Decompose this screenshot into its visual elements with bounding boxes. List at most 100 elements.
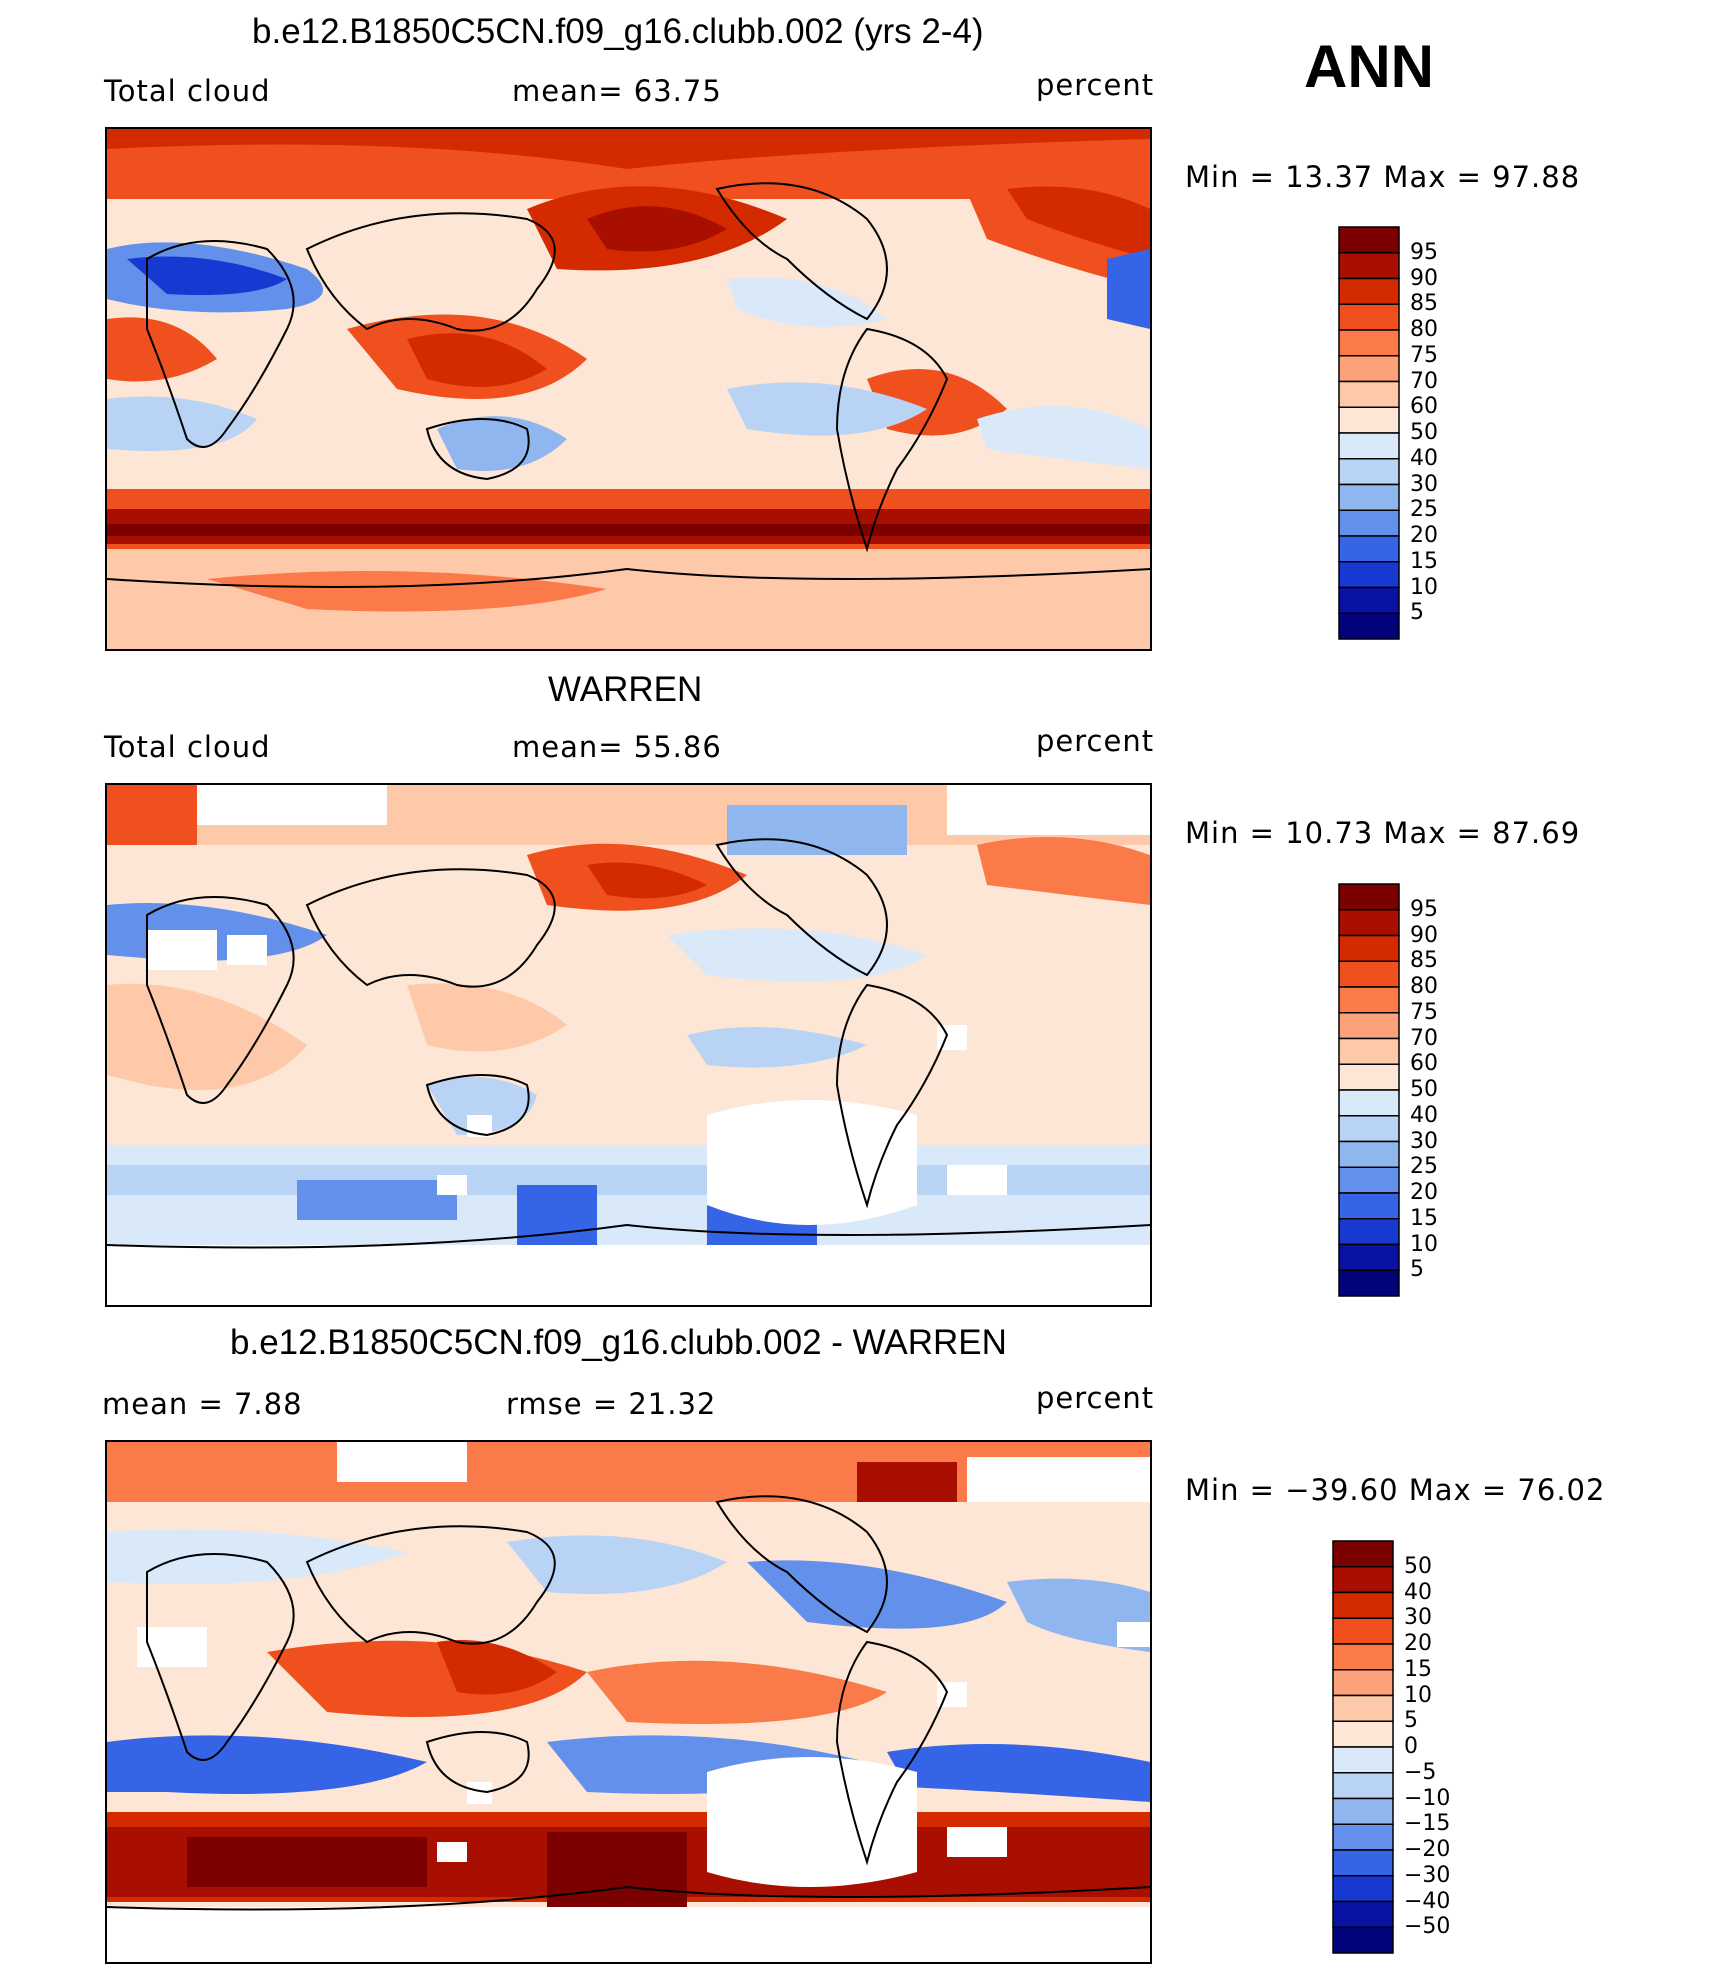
colorbar-tick-label: 50 — [1410, 420, 1438, 445]
colorbar-tick-label: 20 — [1410, 1180, 1438, 1205]
colorbar-tick-label: 95 — [1410, 239, 1438, 265]
colorbar-tick-label: 25 — [1410, 497, 1438, 523]
colorbar-swatch — [1338, 1012, 1400, 1040]
panel-3-rmse-label: rmse = 21.32 — [506, 1387, 717, 1421]
panel-2-min-max: Min = 10.73 Max = 87.69 — [1185, 816, 1581, 850]
colorbar-swatch — [1338, 1089, 1400, 1117]
colorbar-tick-label: −50 — [1404, 1914, 1451, 1940]
colorbar-tick-label: −15 — [1404, 1811, 1451, 1837]
colorbar-tick-label: 15 — [1410, 1205, 1438, 1231]
colorbar-swatch — [1332, 1643, 1394, 1671]
panel-3-map — [105, 1440, 1152, 1964]
colorbar-swatch — [1338, 1269, 1400, 1297]
panel-2-colorbar: 95 90 85 80 75 70 60 50 40 30 25 20 15 10 5 — [1338, 883, 1438, 1297]
colorbar-swatch — [1332, 1720, 1394, 1748]
colorbar-tick-label: 90 — [1410, 922, 1438, 948]
panel-2-mean-label: mean= 55.86 — [512, 730, 722, 764]
colorbar-swatch — [1332, 1900, 1394, 1928]
colorbar-swatch — [1338, 1037, 1400, 1065]
colorbar-tick-label: −20 — [1404, 1837, 1451, 1862]
colorbar-tick-label: 60 — [1410, 1051, 1438, 1077]
colorbar-swatch — [1338, 561, 1400, 589]
panel-1-units-label: percent — [1036, 68, 1155, 102]
panel-3-colorbar: 50 40 30 20 15 10 5 0 −5 −10 −15 −20 −30 −40 −50 — [1332, 1540, 1450, 1954]
panel-1-colorbar: 95 90 85 80 75 70 60 50 40 30 25 20 15 10 5 — [1338, 226, 1438, 640]
colorbar-tick-label: 20 — [1404, 1631, 1432, 1656]
colorbar-swatch — [1338, 380, 1400, 408]
colorbar-tick-label: 85 — [1410, 291, 1438, 317]
colorbar-tick-label: 60 — [1410, 394, 1438, 420]
colorbar-swatch — [1338, 277, 1400, 305]
colorbar-swatch — [1338, 329, 1400, 357]
colorbar-swatch — [1338, 586, 1400, 614]
colorbar-swatch — [1332, 1849, 1394, 1877]
panel-2-title: WARREN — [548, 670, 703, 709]
colorbar-tick-label: 80 — [1410, 317, 1438, 342]
colorbar-tick-label: 5 — [1410, 600, 1424, 626]
colorbar-swatch — [1332, 1669, 1394, 1697]
colorbar-swatch — [1338, 1192, 1400, 1220]
colorbar-swatch — [1332, 1926, 1394, 1954]
panel-3-min-max: Min = −39.60 Max = 76.02 — [1185, 1473, 1606, 1507]
colorbar-swatch — [1332, 1875, 1394, 1903]
colorbar-tick-label: −40 — [1404, 1888, 1451, 1914]
difference-field-map — [107, 1442, 1150, 1962]
colorbar-swatch — [1338, 1218, 1400, 1246]
colorbar-swatch — [1338, 909, 1400, 937]
colorbar-tick-label: 75 — [1410, 342, 1438, 368]
cloud-field-map — [107, 129, 1150, 649]
panel-2-map — [105, 783, 1152, 1307]
colorbar-swatch — [1338, 986, 1400, 1014]
colorbar-swatch — [1338, 355, 1400, 383]
colorbar-tick-label: 30 — [1410, 1128, 1438, 1154]
colorbar-swatch — [1332, 1617, 1394, 1645]
colorbar-swatch — [1332, 1591, 1394, 1619]
colorbar-tick-label: 80 — [1410, 974, 1438, 999]
season-label: ANN — [1304, 33, 1434, 100]
colorbar-tick-label: 5 — [1404, 1708, 1418, 1734]
colorbar-tick-label: 10 — [1410, 1231, 1438, 1257]
colorbar-swatch — [1338, 226, 1400, 254]
colorbar-tick-label: 40 — [1404, 1579, 1432, 1605]
colorbar-swatch — [1332, 1797, 1394, 1825]
colorbar-tick-label: −5 — [1404, 1759, 1437, 1785]
panel-2-variable-label: Total cloud — [104, 730, 271, 764]
panel-1-map — [105, 127, 1152, 651]
colorbar-tick-label: 90 — [1410, 265, 1438, 291]
colorbar-swatch — [1338, 1115, 1400, 1143]
colorbar-tick-label: 95 — [1410, 896, 1438, 922]
colorbar-swatch — [1338, 303, 1400, 331]
colorbar-tick-label: 85 — [1410, 948, 1438, 974]
colorbar-tick-label: −10 — [1404, 1785, 1451, 1811]
panel-3-mean-label: mean = 7.88 — [102, 1387, 303, 1421]
colorbar-tick-label: 5 — [1410, 1257, 1424, 1283]
colorbar-tick-label: 30 — [1410, 471, 1438, 497]
panel-3-title: b.e12.B1850C5CN.f09_g16.clubb.002 - WARR… — [230, 1323, 1007, 1362]
colorbar-tick-label: 70 — [1410, 1025, 1438, 1051]
colorbar-swatch — [1338, 1243, 1400, 1271]
colorbar-swatches — [1332, 1540, 1394, 1954]
colorbar-tick-label: 70 — [1410, 368, 1438, 394]
colorbar-swatches — [1338, 226, 1400, 640]
colorbar-tick-label: 0 — [1404, 1734, 1418, 1759]
colorbar-swatch — [1332, 1772, 1394, 1800]
colorbar-tick-label: 75 — [1410, 999, 1438, 1025]
colorbar-tick-label: 50 — [1410, 1077, 1438, 1102]
colorbar-tick-label: 20 — [1410, 523, 1438, 548]
cloud-field-map — [107, 785, 1150, 1305]
colorbar-swatch — [1338, 458, 1400, 486]
colorbar-swatch — [1338, 960, 1400, 988]
colorbar-swatch — [1332, 1823, 1394, 1851]
panel-1-title: b.e12.B1850C5CN.f09_g16.clubb.002 (yrs 2… — [252, 12, 984, 51]
colorbar-swatch — [1338, 406, 1400, 434]
colorbar-tick-label: 30 — [1404, 1605, 1432, 1631]
panel-3-units-label: percent — [1036, 1381, 1155, 1415]
colorbar-tick-label: 40 — [1410, 1102, 1438, 1128]
colorbar-tick-label: 15 — [1410, 548, 1438, 574]
panel-2-units-label: percent — [1036, 724, 1155, 758]
panel-1-min-max: Min = 13.37 Max = 97.88 — [1185, 160, 1581, 194]
colorbar-swatches — [1338, 883, 1400, 1297]
panel-1-mean-label: mean= 63.75 — [512, 74, 722, 108]
colorbar-tick-label: −30 — [1404, 1862, 1451, 1888]
colorbar-swatch — [1332, 1746, 1394, 1774]
